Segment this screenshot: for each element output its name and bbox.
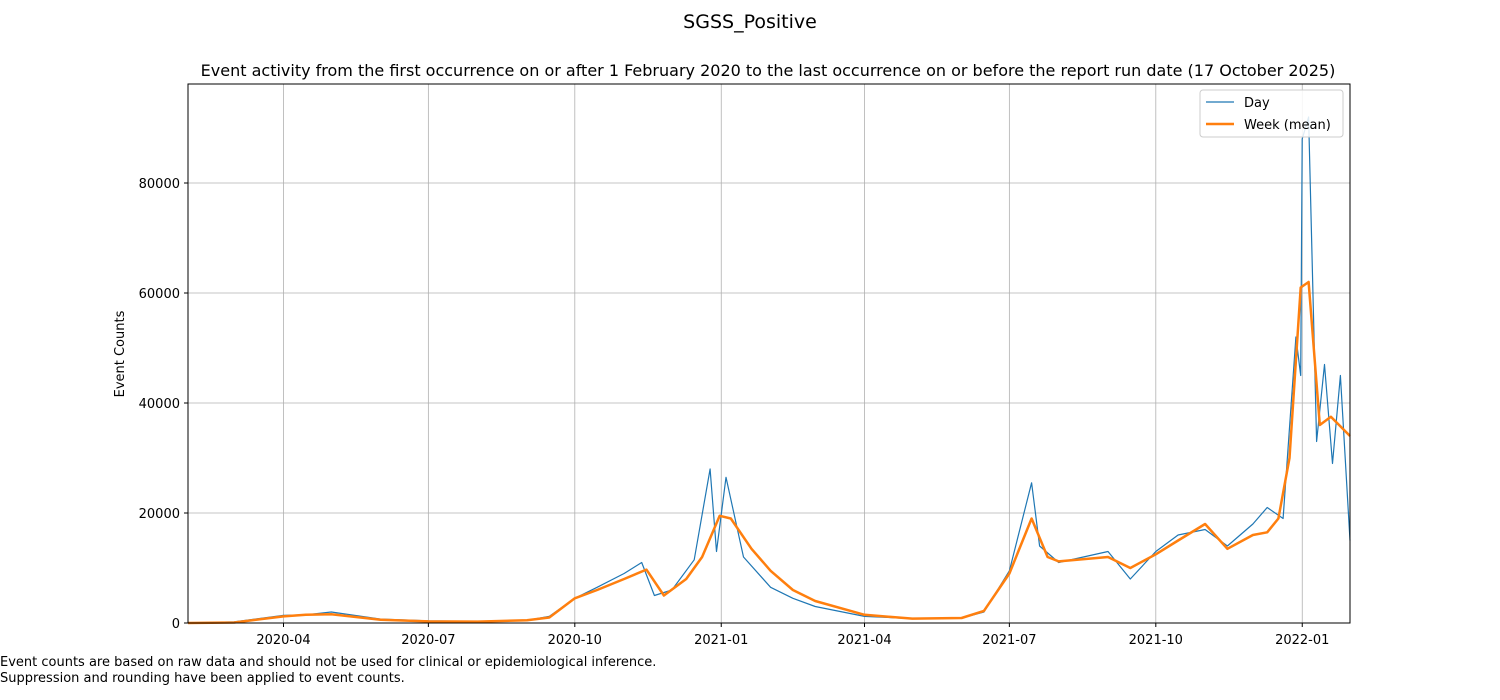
y-tick-label: 0 bbox=[172, 617, 180, 632]
x-tick-label: 2020-07 bbox=[401, 633, 455, 648]
plot-frame bbox=[187, 83, 1351, 624]
legend-box bbox=[1199, 89, 1344, 138]
grid bbox=[188, 84, 1350, 623]
legend-week-label: Week (mean) bbox=[1244, 118, 1331, 133]
x-tick-label: 2022-01 bbox=[1275, 633, 1329, 648]
series-day-line bbox=[187, 116, 1351, 624]
y-tick-label: 60000 bbox=[139, 287, 180, 302]
chart-suptitle: SGSS_Positive bbox=[683, 11, 817, 33]
x-tick-label: 2021-04 bbox=[837, 633, 891, 648]
x-tick-label: 2021-01 bbox=[694, 633, 748, 648]
series-week-line bbox=[187, 280, 1351, 625]
legend-day-label: Day bbox=[1244, 96, 1270, 111]
legend: Day Week (mean) bbox=[1199, 89, 1344, 138]
x-tick-label: 2020-10 bbox=[548, 633, 602, 648]
x-tick-label: 2021-07 bbox=[982, 633, 1036, 648]
footnote-suppression: Suppression and rounding have been appli… bbox=[0, 671, 405, 686]
y-tick-label: 40000 bbox=[139, 397, 180, 412]
chart-title: Event activity from the first occurrence… bbox=[201, 61, 1336, 80]
y-axis-label: Event Counts bbox=[113, 310, 128, 397]
ticks: 2020-04 2020-07 2020-10 2021-01 2021-04 2021-… bbox=[139, 177, 1330, 648]
x-tick-label: 2021-10 bbox=[1129, 633, 1183, 648]
series-layer bbox=[187, 116, 1351, 625]
y-tick-label: 80000 bbox=[139, 177, 180, 192]
footnote-disclaimer: Event counts are based on raw data and s… bbox=[0, 655, 657, 670]
y-tick-label: 20000 bbox=[139, 507, 180, 522]
x-tick-label: 2020-04 bbox=[256, 633, 310, 648]
